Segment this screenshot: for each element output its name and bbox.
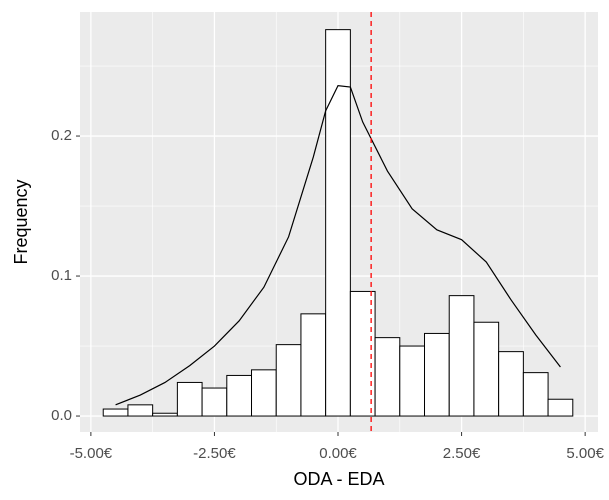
y-tick-label: 0.1 xyxy=(51,267,72,284)
bar xyxy=(226,374,253,417)
y-tick-label: 0.0 xyxy=(51,407,72,424)
bar xyxy=(102,408,129,417)
bar xyxy=(201,387,228,417)
bar xyxy=(522,372,549,417)
x-tick-label: -5.00€ xyxy=(70,445,113,462)
bar xyxy=(547,398,574,417)
bar xyxy=(498,351,524,417)
bar xyxy=(251,369,277,417)
density-line xyxy=(115,84,561,406)
bar xyxy=(275,344,302,417)
bar xyxy=(152,412,178,417)
x-tick-label: 2.50€ xyxy=(443,445,481,462)
x-tick-label: 5.00€ xyxy=(566,445,604,462)
bar xyxy=(374,337,401,417)
marks xyxy=(102,12,574,432)
bar xyxy=(448,295,475,417)
x-tick-label: 0.00€ xyxy=(319,445,357,462)
bar xyxy=(325,29,351,417)
bar xyxy=(424,332,450,417)
bar xyxy=(176,381,203,417)
bar xyxy=(399,345,426,417)
x-tick-label: -2.50€ xyxy=(193,445,236,462)
x-axis-title: ODA - EDA xyxy=(293,469,384,489)
bar xyxy=(127,404,154,417)
bar xyxy=(300,313,327,417)
axes: -5.00€ -2.50€ 0.00€ 2.50€ 5.00€ 0.0 0.1 0.2 xyxy=(51,127,604,462)
y-tick-label: 0.2 xyxy=(51,127,72,144)
bar xyxy=(473,321,500,417)
y-axis-title: Frequency xyxy=(11,179,31,264)
